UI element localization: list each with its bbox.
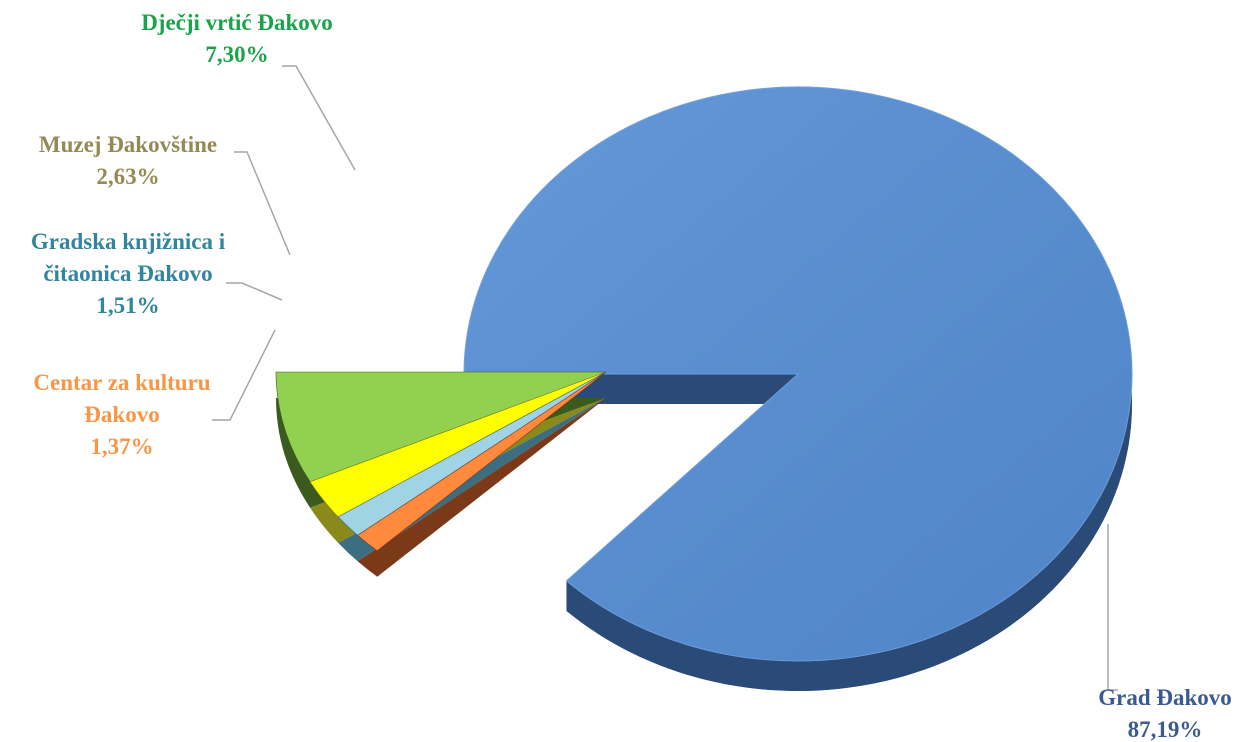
leader-line-knjiznica <box>226 282 283 301</box>
slice-centar-kultura <box>357 371 607 552</box>
leader-lines <box>212 65 1118 691</box>
label-name-grad-djakovo: Grad Đakovo <box>1098 685 1232 710</box>
leader-line-centar-kultura <box>212 329 276 421</box>
slice-centar-kultura-side <box>357 398 606 577</box>
slice-highlight-grad-djakovo <box>464 87 1132 661</box>
label-name-knjiznica-2: čitaonica Đakovo <box>43 261 212 286</box>
label-value-muzej: 2,63% <box>96 164 159 189</box>
label-value-centar-kultura: 1,37% <box>90 434 153 459</box>
leader-line-grad-djakovo <box>1107 524 1118 691</box>
label-name-knjiznica-1: Gradska knjižnica i <box>31 229 226 254</box>
leader-line-muzej <box>234 151 291 256</box>
label-value-grad-djakovo: 87,19% <box>1128 717 1203 742</box>
slice-tops <box>275 86 1133 662</box>
label-value-djecji-vrtic: 7,30% <box>205 42 268 67</box>
leader-line-djecji-vrtic <box>282 65 356 171</box>
slice-labels: Grad Đakovo 87,19% Dječji vrtić Đakovo 7,30… <box>31 10 1232 742</box>
slice-djecji-vrtic <box>275 371 607 483</box>
label-name-centar-kultura-1: Centar za kulturu <box>33 370 210 395</box>
label-name-muzej: Muzej Đakovštine <box>39 132 217 157</box>
label-name-centar-kultura-2: Đakovo <box>84 402 159 427</box>
label-name-djecji-vrtic: Dječji vrtić Đakovo <box>141 10 333 35</box>
label-value-knjiznica: 1,51% <box>96 293 159 318</box>
